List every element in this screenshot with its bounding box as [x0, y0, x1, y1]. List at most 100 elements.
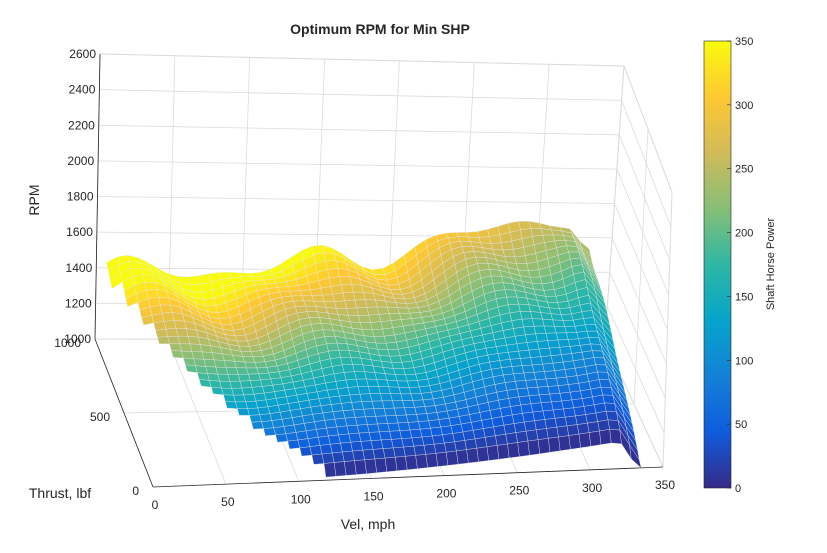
surface-patch	[440, 425, 453, 435]
surface-patch	[551, 400, 564, 411]
surface-patch	[383, 407, 397, 417]
surface-patch	[513, 421, 527, 433]
surface-patch	[189, 284, 203, 293]
surface-patch	[547, 385, 561, 395]
surface-patch	[339, 276, 352, 285]
surface-patch	[552, 408, 566, 419]
surface-patch	[233, 394, 246, 403]
surface-patch	[334, 300, 347, 309]
surface-patch	[545, 296, 558, 303]
surface-patch	[454, 440, 467, 452]
surface-patch	[307, 311, 320, 318]
colorbar-tick-label: 250	[735, 164, 753, 176]
surface-patch	[160, 304, 173, 314]
surface-patch	[486, 445, 500, 461]
surface-patch	[258, 372, 271, 381]
chart-title: Optimum RPM for Min SHP	[290, 21, 470, 37]
surface-patch	[241, 387, 255, 396]
surface-patch	[411, 436, 425, 447]
surface-patch	[334, 418, 348, 428]
surface-patch	[484, 435, 498, 447]
surface-patch	[499, 359, 513, 368]
surface-patch	[516, 342, 530, 352]
surface-patch	[375, 342, 389, 351]
surface-patch	[322, 329, 336, 337]
surface-patch	[550, 354, 564, 364]
surface-patch	[385, 415, 399, 424]
surface-patch	[275, 433, 288, 443]
surface-patch	[219, 381, 232, 389]
colorbar-tick-label: 300	[735, 100, 753, 112]
surface-patch	[530, 356, 543, 366]
surface-patch	[478, 236, 492, 244]
surface-patch	[153, 321, 167, 331]
surface-patch	[378, 386, 391, 394]
surface-patch	[250, 350, 264, 358]
surface-patch	[366, 306, 380, 316]
colorbar-tick-label: 350	[735, 36, 753, 48]
surface-patch	[540, 401, 554, 412]
surface-patch	[540, 355, 554, 365]
surface-patch	[322, 294, 335, 302]
surface-patch	[352, 450, 365, 461]
surface-patch	[428, 419, 441, 429]
surface-patch	[502, 249, 516, 258]
surface-patch	[328, 434, 341, 445]
surface-patch	[490, 242, 504, 251]
surface-patch	[515, 380, 528, 390]
surface-patch	[442, 433, 455, 444]
surface-patch	[403, 367, 416, 376]
surface-patch	[377, 306, 390, 315]
surface-patch	[252, 356, 266, 363]
surface-patch	[566, 332, 579, 340]
surface-patch	[564, 326, 577, 334]
surface-patch	[338, 350, 352, 358]
surface-patch	[169, 343, 182, 352]
surface-patch	[528, 394, 542, 404]
surface-patch	[341, 284, 354, 294]
surface-patch	[413, 445, 427, 456]
x-axis-line	[152, 466, 664, 488]
surface-patch	[474, 437, 488, 449]
surface-patch	[331, 451, 345, 463]
surface-patch	[526, 341, 540, 351]
surface-patch	[496, 345, 509, 354]
surface-patch	[422, 398, 436, 407]
surface-patch	[400, 393, 414, 401]
surface-patch	[350, 441, 364, 452]
x-tick-label: 150	[364, 489, 384, 503]
surface-patch	[381, 439, 394, 449]
surface-patch	[346, 307, 359, 316]
surface-patch	[368, 386, 381, 394]
surface-patch	[561, 399, 574, 410]
surface-patch	[533, 371, 547, 380]
surface-patch	[578, 432, 592, 449]
surface-patch	[549, 347, 562, 356]
surface-patch	[537, 438, 551, 454]
surface-patch	[235, 401, 248, 409]
surface-patch	[384, 457, 398, 472]
surface-patch	[387, 422, 401, 432]
surface-patch	[472, 428, 486, 440]
surface-patch	[330, 443, 343, 454]
colorbar-tick-label: 150	[735, 291, 753, 303]
z-axis-label: RPM	[26, 184, 42, 215]
surface-patch	[401, 437, 415, 448]
surface-patch	[433, 442, 447, 454]
surface-patch	[391, 362, 404, 369]
surface-patch	[342, 409, 356, 419]
surface-patch	[566, 424, 580, 436]
z-tick-label: 1000	[64, 332, 91, 346]
surface-patch	[181, 350, 194, 359]
surface-patch	[370, 439, 384, 450]
surface-patch	[466, 448, 479, 464]
surface-patch	[452, 431, 466, 442]
surface-patch	[516, 263, 529, 271]
surface-patch	[245, 400, 259, 409]
surface-patch	[597, 419, 610, 432]
surface-patch	[491, 275, 504, 284]
surface-patch	[187, 275, 201, 285]
surface-patch	[338, 433, 351, 444]
z-tick-label: 2600	[69, 47, 96, 61]
surface-patch	[237, 374, 251, 382]
